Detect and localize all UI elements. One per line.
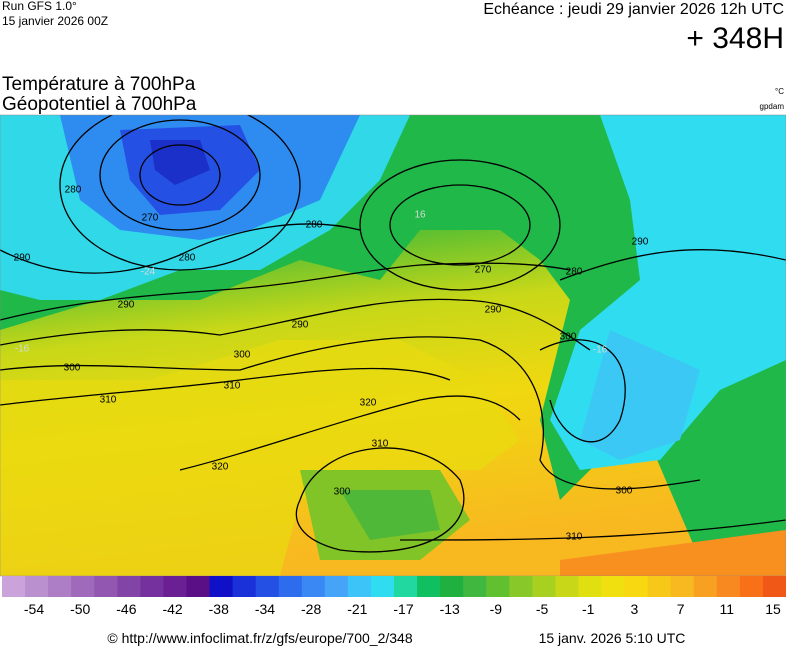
colorbar-swatch: [71, 576, 95, 597]
colorbar-swatch: [347, 576, 372, 597]
contour-label: 280: [566, 267, 583, 278]
colorbar-label: -42: [162, 601, 182, 617]
footer-url: © http://www.infoclimat.fr/z/gfs/europe/…: [107, 630, 412, 646]
colorbar-label: 11: [720, 601, 735, 617]
colorbar-swatch: [394, 576, 418, 597]
colorbar: -54 -50 -46 -42 -38 -34 -28 -21 -17 -13 -9 -5 -1 3 7 11…: [2, 576, 786, 617]
temp-label: 16: [414, 210, 426, 221]
colorbar-label: -34: [255, 601, 275, 617]
colorbar-swatch: [255, 576, 280, 597]
colorbar-label: -5: [536, 601, 549, 617]
colorbar-swatch: [186, 576, 211, 597]
contour-label: 320: [360, 398, 377, 409]
colorbar-swatch: [739, 576, 764, 597]
contour-label: 310: [566, 532, 583, 543]
colorbar-swatch: [578, 576, 603, 597]
contour-label: 290: [118, 300, 135, 311]
colorbar-label: -9: [490, 601, 503, 617]
colorbar-swatch: [624, 576, 649, 597]
contour-label: 290: [632, 237, 649, 248]
colorbar-swatch: [716, 576, 741, 597]
colorbar-label: 15: [765, 601, 781, 617]
footer-date: 15 janv. 2026 5:10 UTC: [539, 630, 686, 646]
run: Run GFS 1.0°: [2, 0, 77, 13]
contour-label: 310: [224, 381, 241, 392]
temp-label: -16: [593, 345, 608, 356]
colorbar-swatch: [278, 576, 303, 597]
contour-label: 300: [616, 486, 633, 497]
colorbar-label: -13: [440, 601, 460, 617]
colorbar-swatch: [762, 576, 786, 597]
echeance: Echéance : jeudi 29 janvier 2026 12h UTC: [483, 1, 784, 18]
run-date: 15 janvier 2026 00Z: [2, 14, 108, 28]
colorbar-swatch: [25, 576, 49, 597]
map: 280 270 280 290 290 300 290 300 310 310 …: [0, 114, 786, 577]
colorbar-swatch: [693, 576, 718, 597]
contour-label: 310: [100, 395, 117, 406]
colorbar-swatch: [670, 576, 695, 597]
colorbar-label: -21: [347, 601, 367, 617]
contour-label: 280: [179, 253, 196, 264]
colorbar-swatch: [463, 576, 487, 597]
colorbar-swatch: [232, 576, 257, 597]
colorbar-label: -28: [301, 601, 321, 617]
contour-label: 300: [234, 350, 251, 361]
contour-label: 300: [560, 332, 577, 343]
colorbar-label: 3: [631, 601, 639, 617]
colorbar-swatch: [486, 576, 510, 597]
colorbar-label: -46: [116, 601, 136, 617]
colorbar-label: 7: [677, 601, 685, 617]
temp-label: -16: [15, 344, 30, 355]
colorbar-swatch: [94, 576, 118, 597]
colorbar-swatch: [601, 576, 626, 597]
contour-label: 310: [372, 439, 389, 450]
contour-label: 270: [475, 265, 492, 276]
colorbar-swatch: [417, 576, 441, 597]
colorbar-swatch: [647, 576, 672, 597]
unit: gpdam: [760, 102, 785, 111]
colorbar-swatch: [509, 576, 533, 597]
contour-label: 290: [292, 320, 309, 331]
colorbar-swatch: [2, 576, 26, 597]
contour-label: 290: [14, 253, 31, 264]
contour-label: 280: [65, 185, 82, 196]
contour-label: 270: [142, 213, 159, 224]
contour-label: 300: [334, 487, 351, 498]
colorbar-swatch: [48, 576, 72, 597]
colorbar-swatch: [324, 576, 349, 597]
colorbar-swatch: [555, 576, 579, 597]
unit: °C: [775, 87, 784, 96]
colorbar-swatch: [117, 576, 141, 597]
title: Géopotentiel à 700hPa: [2, 94, 197, 115]
colorbar-swatch: [140, 576, 164, 597]
temp-label: -24: [141, 267, 156, 278]
colorbar-swatch: [440, 576, 464, 597]
colorbar-label: -38: [209, 601, 229, 617]
contour-label: 280: [306, 220, 323, 231]
colorbar-swatch: [301, 576, 326, 597]
colorbar-label: -54: [24, 601, 44, 617]
colorbar-swatch: [163, 576, 187, 597]
colorbar-label: -50: [70, 601, 90, 617]
contour-label: 320: [212, 462, 229, 473]
colorbar-label: -17: [393, 601, 413, 617]
colorbar-label: -1: [582, 601, 595, 617]
colorbar-swatch: [209, 576, 234, 597]
contour-label: 300: [64, 363, 81, 374]
title: Température à 700hPa: [2, 74, 196, 95]
lead-time: + 348H: [686, 22, 784, 55]
colorbar-swatch: [370, 576, 395, 597]
contour-label: 290: [485, 305, 502, 316]
colorbar-swatch: [532, 576, 556, 597]
